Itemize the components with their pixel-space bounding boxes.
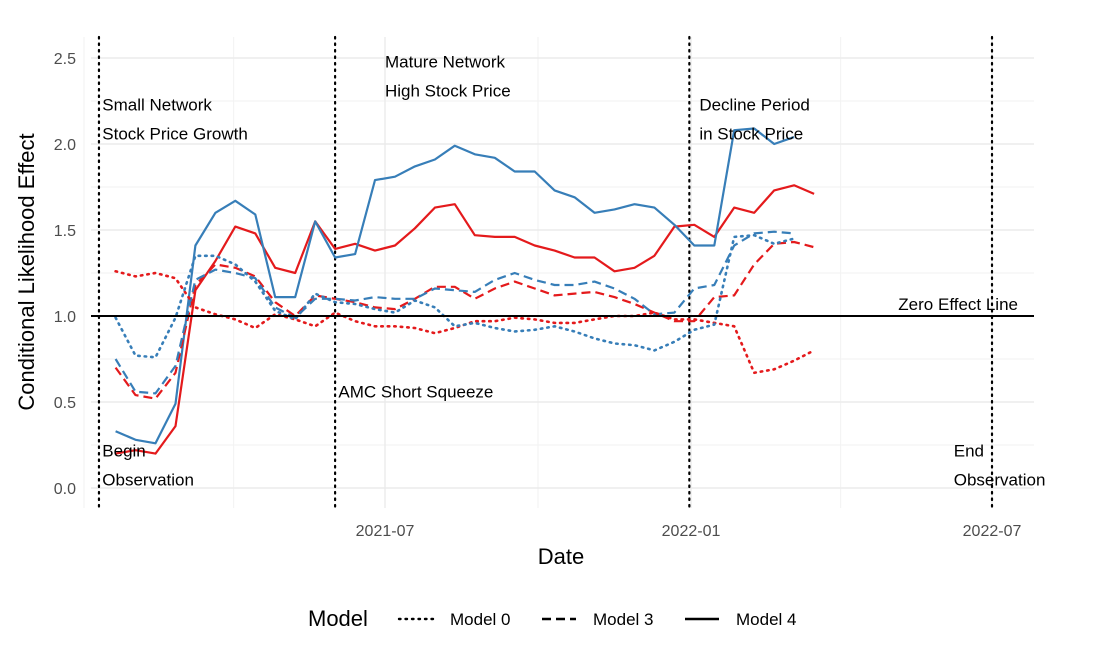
annotation: AMC Short Squeeze: [338, 383, 493, 402]
annotation: Small Network Stock Price Growth: [102, 96, 248, 144]
series-line-model-3-red: [114, 240, 815, 400]
zero-effect-line: Zero Effect Line: [91, 295, 1034, 317]
legend: Model Model 0 Model 3 Model 4: [308, 606, 796, 631]
annotation-line: Small Network: [102, 96, 212, 115]
series-line-model-0-red: [114, 269, 816, 375]
annotation-line: Observation: [954, 470, 1046, 489]
y-axis-title: Conditional Likelihood Effect: [14, 133, 39, 410]
y-tick-label: 0.5: [54, 395, 76, 412]
annotation-line: Mature Network: [385, 53, 505, 72]
y-tick-label: 1.5: [54, 223, 76, 240]
x-axis-title: Date: [538, 544, 584, 569]
period-divider-lines: [97, 35, 994, 510]
annotation: End Observation: [954, 441, 1046, 489]
reference-line-label: Zero Effect Line: [898, 295, 1018, 314]
annotation-line: AMC Short Squeeze: [338, 383, 493, 402]
annotation-line: in Stock Price: [699, 125, 803, 144]
annotation-line: Stock Price Growth: [102, 125, 248, 144]
y-tick-label: 0.0: [54, 481, 76, 498]
annotation-line: Begin: [102, 441, 145, 460]
legend-label: Model 0: [450, 610, 510, 629]
y-axis-ticks: 0.0 0.5 1.0 1.5 2.0 2.5: [54, 51, 76, 498]
annotations: Small Network Stock Price Growth Mature Ne…: [102, 53, 1045, 490]
y-tick-label: 2.5: [54, 51, 76, 68]
legend-entry: Model 3: [542, 610, 653, 629]
series-lines: [114, 127, 816, 455]
series-line-model-4-red: [115, 184, 815, 455]
series-line-model-3-blue: [114, 230, 795, 395]
annotation-line: High Stock Price: [385, 82, 511, 101]
x-axis-ticks: 2021-07 2022-01 2022-07: [356, 523, 1022, 540]
annotation: Begin Observation: [102, 441, 194, 489]
series-line-model-4-blue: [115, 127, 795, 445]
annotation-line: Decline Period: [699, 96, 810, 115]
x-tick-label: 2021-07: [356, 523, 415, 540]
annotation: Mature Network High Stock Price: [385, 53, 511, 101]
legend-label: Model 3: [593, 610, 653, 629]
legend-label: Model 4: [736, 610, 796, 629]
annotation-line: Observation: [102, 470, 194, 489]
series-line-model-0-blue: [114, 233, 796, 359]
x-tick-label: 2022-07: [963, 523, 1022, 540]
annotation: Decline Period in Stock Price: [699, 96, 810, 144]
legend-title: Model: [308, 606, 368, 631]
legend-entry: Model 0: [397, 610, 510, 629]
x-tick-label: 2022-01: [662, 523, 721, 540]
legend-entry: Model 4: [685, 610, 796, 629]
y-tick-label: 1.0: [54, 309, 76, 326]
y-tick-label: 2.0: [54, 137, 76, 154]
annotation-line: End: [954, 441, 984, 460]
